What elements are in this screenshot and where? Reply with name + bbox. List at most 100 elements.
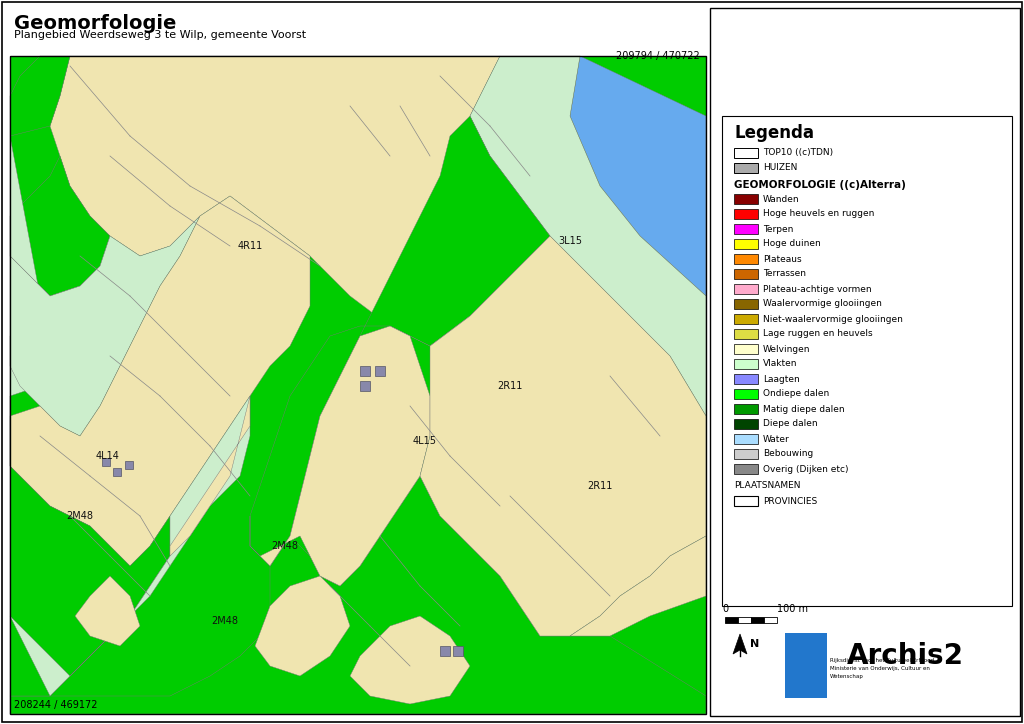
Text: Archis2: Archis2 [847, 642, 964, 670]
Bar [734, 194, 758, 204]
Text: 2R11: 2R11 [498, 381, 522, 391]
Polygon shape [10, 56, 70, 136]
Text: Ondiepe dalen: Ondiepe dalen [763, 390, 829, 398]
Bar [734, 299, 758, 309]
Bar [734, 389, 758, 399]
Bar [710, 8, 1020, 716]
Text: GEOMORFOLOGIE ((c)Alterra): GEOMORFOLOGIE ((c)Alterra) [734, 180, 906, 190]
Bar [734, 464, 758, 474]
Bar [734, 434, 758, 444]
Text: 2M48: 2M48 [271, 541, 299, 551]
Bar [734, 404, 758, 414]
Bar [10, 56, 706, 714]
Text: Terrassen: Terrassen [763, 269, 806, 279]
Text: 2R11: 2R11 [588, 481, 612, 491]
Polygon shape [10, 396, 170, 696]
Text: 04-09-2013: 04-09-2013 [941, 9, 1012, 19]
Text: 2M48: 2M48 [67, 511, 93, 521]
Bar [375, 366, 385, 376]
Text: Matig diepe dalen: Matig diepe dalen [763, 405, 845, 413]
Text: HUIZEN: HUIZEN [763, 164, 798, 172]
Text: Wanden: Wanden [763, 195, 800, 203]
Polygon shape [10, 136, 70, 396]
Bar [785, 633, 827, 698]
Text: Wetenschap: Wetenschap [830, 674, 864, 679]
Text: 100 m: 100 m [777, 604, 808, 614]
Bar [734, 314, 758, 324]
Bar [453, 646, 463, 656]
Bar [10, 56, 706, 714]
Text: 209794 / 470722: 209794 / 470722 [616, 51, 700, 61]
Text: Vlakten: Vlakten [763, 360, 798, 369]
Polygon shape [250, 116, 550, 566]
Bar [734, 449, 758, 459]
Text: TOP10 ((c)TDN): TOP10 ((c)TDN) [763, 148, 834, 158]
Text: Lage ruggen en heuvels: Lage ruggen en heuvels [763, 329, 872, 339]
Bar [360, 366, 370, 376]
Polygon shape [170, 396, 250, 556]
Bar [734, 239, 758, 249]
Bar [360, 381, 370, 391]
Text: Diepe dalen: Diepe dalen [763, 419, 817, 429]
Bar [738, 617, 751, 623]
Bar [764, 617, 777, 623]
Text: 2M48: 2M48 [212, 616, 239, 626]
Polygon shape [10, 196, 310, 566]
Bar [734, 329, 758, 339]
Text: 0: 0 [722, 604, 728, 614]
Text: Plateaus: Plateaus [763, 255, 802, 264]
Bar [440, 646, 450, 656]
Text: Water: Water [763, 434, 790, 444]
Polygon shape [50, 56, 550, 346]
Polygon shape [10, 216, 200, 436]
Bar [734, 224, 758, 234]
Bar [734, 254, 758, 264]
Text: Waalervormige glooiingen: Waalervormige glooiingen [763, 300, 882, 308]
Bar [102, 458, 110, 466]
Text: Hoge duinen: Hoge duinen [763, 240, 821, 248]
Text: N: N [750, 639, 759, 649]
Polygon shape [350, 616, 470, 704]
Text: Ministerie van Onderwijs, Cultuur en: Ministerie van Onderwijs, Cultuur en [830, 666, 930, 671]
Text: Bebouwing: Bebouwing [763, 450, 813, 458]
Bar [734, 419, 758, 429]
Bar [734, 269, 758, 279]
Bar [734, 148, 758, 158]
Bar [113, 468, 121, 476]
Bar [751, 617, 764, 623]
Bar [734, 209, 758, 219]
Polygon shape [733, 634, 746, 654]
Polygon shape [570, 56, 706, 296]
Text: 208244 / 469172: 208244 / 469172 [14, 700, 97, 710]
Polygon shape [420, 236, 706, 636]
Bar [734, 496, 758, 506]
Text: 3L15: 3L15 [558, 236, 582, 246]
Bar [725, 617, 738, 623]
Polygon shape [250, 326, 430, 586]
Polygon shape [570, 536, 706, 636]
Polygon shape [75, 576, 140, 646]
Text: PROVINCIES: PROVINCIES [763, 497, 817, 505]
Text: Plangebied Weerdseweg 3 te Wilp, gemeente Voorst: Plangebied Weerdseweg 3 te Wilp, gemeent… [14, 30, 306, 40]
Polygon shape [255, 576, 350, 676]
Text: Geomorfologie: Geomorfologie [14, 14, 176, 33]
Text: Laagten: Laagten [763, 374, 800, 384]
Bar [734, 359, 758, 369]
Text: Rijksdienst voor het Cultureel Erfgoed: Rijksdienst voor het Cultureel Erfgoed [830, 658, 934, 663]
Text: PLAATSNAMEN: PLAATSNAMEN [734, 481, 801, 490]
Text: Plateau-achtige vormen: Plateau-achtige vormen [763, 285, 871, 293]
Bar [722, 116, 1012, 606]
Text: Terpen: Terpen [763, 224, 794, 234]
Text: Hoge heuvels en ruggen: Hoge heuvels en ruggen [763, 209, 874, 219]
Bar [734, 344, 758, 354]
Text: drs. E.E.A. van der Kuijl: drs. E.E.A. van der Kuijl [714, 21, 861, 31]
Bar [125, 461, 133, 469]
Polygon shape [470, 56, 706, 416]
Text: Welvingen: Welvingen [763, 345, 811, 353]
Text: Legenda: Legenda [734, 124, 814, 142]
Bar [734, 284, 758, 294]
Bar [734, 163, 758, 173]
Text: 4L15: 4L15 [413, 436, 437, 446]
Polygon shape [10, 156, 110, 296]
Text: 4R11: 4R11 [238, 241, 262, 251]
